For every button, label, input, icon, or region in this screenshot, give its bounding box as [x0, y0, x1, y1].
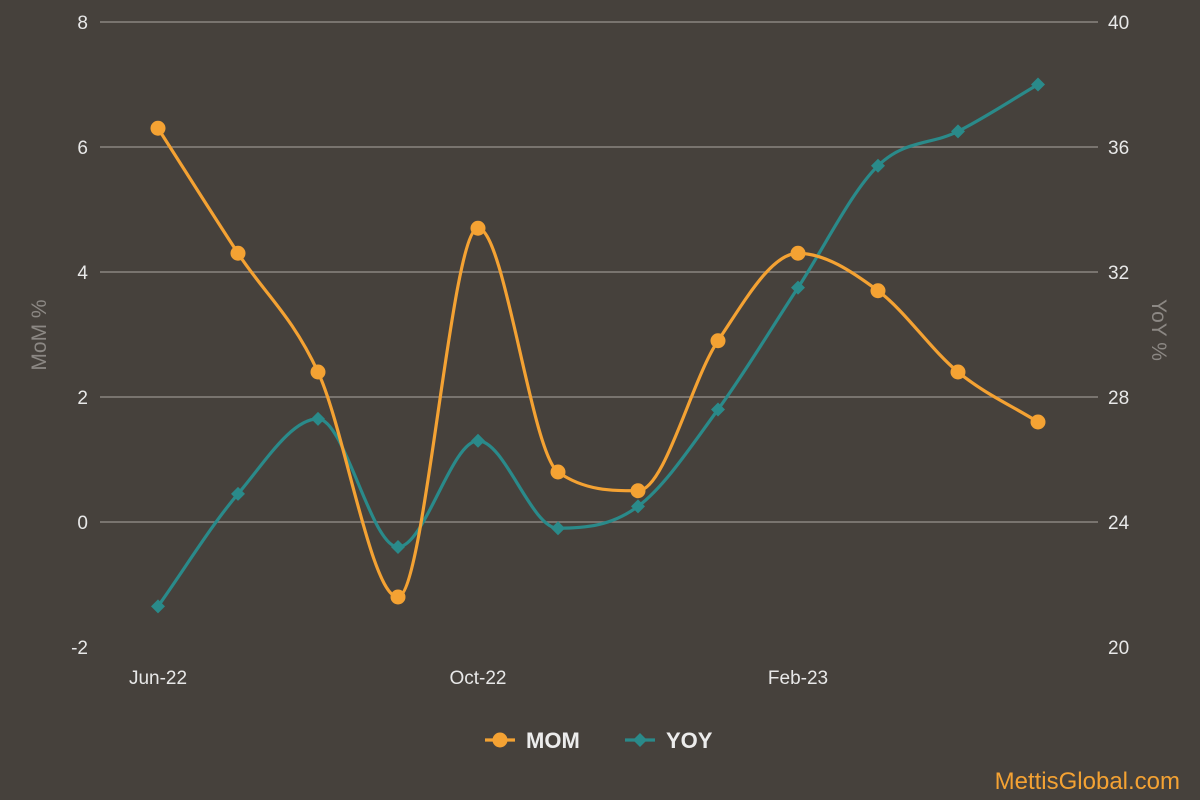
data-point-mom: [390, 589, 406, 605]
data-point-mom: [870, 283, 886, 299]
series-yoy: [151, 77, 1045, 614]
data-point-yoy: [311, 411, 325, 426]
data-point-mom: [790, 245, 806, 261]
left-y-axis: 8 6 4 2 0 -2: [71, 13, 88, 659]
y-tick-label: 4: [77, 263, 88, 284]
data-point-yoy: [951, 124, 965, 139]
y-tick-label: 0: [77, 513, 88, 534]
legend-label: YOY: [666, 728, 713, 753]
y-tick-label: 2: [77, 388, 88, 409]
y2-tick-label: 36: [1108, 138, 1129, 159]
data-point-yoy: [151, 599, 165, 614]
y2-tick-label: 32: [1108, 263, 1129, 284]
y2-tick-label: 28: [1108, 388, 1129, 409]
y-tick-label: -2: [71, 638, 88, 659]
data-point-mom: [1030, 414, 1046, 430]
y-tick-label: 8: [77, 13, 88, 34]
legend-item-mom[interactable]: MOM: [485, 728, 580, 753]
data-point-yoy: [631, 499, 645, 514]
series-mom: [150, 120, 1046, 605]
legend-marker-diamond: [633, 733, 647, 747]
x-tick-label: Jun-22: [129, 668, 187, 689]
data-point-yoy: [391, 540, 405, 554]
grid-lines: [100, 21, 1098, 523]
data-point-mom: [310, 364, 326, 380]
y2-tick-label: 40: [1108, 13, 1129, 34]
series-layer: [150, 77, 1046, 614]
series-line-mom: [156, 127, 1039, 599]
right-y-axis: 40 36 32 28 24 20: [1108, 13, 1130, 659]
right-axis-title: YoY %: [1147, 299, 1170, 361]
legend-marker-circle: [492, 732, 508, 748]
y2-tick-label: 24: [1108, 513, 1130, 534]
data-point-mom: [630, 483, 646, 499]
legend-item-yoy[interactable]: YOY: [625, 728, 713, 753]
x-tick-label: Feb-23: [768, 668, 828, 689]
data-point-mom: [950, 364, 966, 380]
x-axis: Jun-22 Oct-22 Feb-23: [129, 668, 828, 689]
data-point-yoy: [231, 486, 245, 501]
data-point-yoy: [471, 433, 485, 448]
left-axis-title: MoM %: [28, 299, 51, 370]
data-point-mom: [230, 245, 246, 261]
legend[interactable]: MOM YOY: [485, 728, 713, 753]
data-point-yoy: [871, 158, 885, 173]
data-point-mom: [550, 464, 566, 480]
watermark-text: MettisGlobal.com: [995, 768, 1180, 795]
series-line-yoy: [156, 83, 1039, 608]
data-point-mom: [470, 220, 486, 236]
legend-label: MOM: [526, 728, 580, 753]
data-point-yoy: [551, 521, 565, 536]
data-point-yoy: [1031, 77, 1045, 92]
y-tick-label: 6: [77, 138, 88, 159]
data-point-mom: [710, 333, 726, 349]
x-tick-label: Oct-22: [449, 668, 506, 689]
data-point-yoy: [791, 280, 805, 295]
y2-tick-label: 20: [1108, 638, 1129, 659]
data-point-yoy: [711, 402, 725, 417]
data-point-mom: [150, 120, 166, 136]
